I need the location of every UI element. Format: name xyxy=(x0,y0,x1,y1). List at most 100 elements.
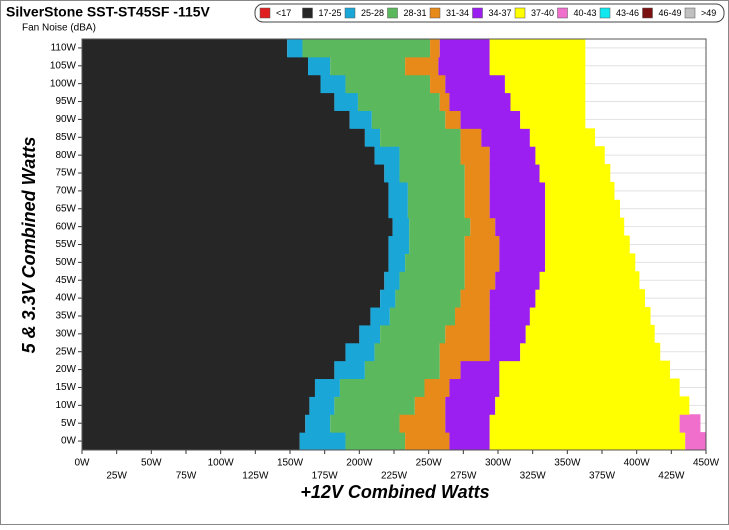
heat-cell xyxy=(388,181,408,201)
y-tick-label: 5W xyxy=(61,418,77,429)
heat-cell xyxy=(445,74,505,94)
chart-subtitle: Fan Noise (dBA) xyxy=(22,23,96,34)
x-tick-label: 350W xyxy=(554,458,581,469)
heat-cell xyxy=(439,360,461,380)
heat-cell xyxy=(370,307,390,326)
heat-cell xyxy=(545,253,636,272)
heat-cell xyxy=(520,342,661,362)
legend-swatch xyxy=(557,7,568,19)
heat-cell xyxy=(82,110,350,129)
heat-cell xyxy=(489,307,530,326)
heat-cell xyxy=(345,342,375,362)
heat-cell xyxy=(495,396,690,415)
x-tick-label: 50W xyxy=(141,458,162,469)
x-tick-label: 225W xyxy=(381,471,408,482)
heat-cell xyxy=(392,217,410,237)
heat-cell xyxy=(445,414,490,433)
heat-cell xyxy=(345,432,406,451)
heat-cell xyxy=(464,164,490,183)
y-tick-label: 85W xyxy=(55,132,76,143)
heat-cell xyxy=(499,378,680,397)
chart-title: SilverStone SST-ST45SF -115V xyxy=(6,4,211,20)
heat-cell xyxy=(82,307,371,326)
x-tick-label: 75W xyxy=(176,471,197,482)
heat-cell xyxy=(374,342,440,362)
heat-cell xyxy=(464,271,496,290)
heat-cell xyxy=(495,217,546,237)
heat-cell xyxy=(489,324,526,344)
heat-cell xyxy=(445,110,461,129)
legend-label: 37-40 xyxy=(531,8,554,18)
heat-cell xyxy=(464,235,500,254)
heat-cell xyxy=(345,74,431,94)
heat-cell xyxy=(388,199,408,219)
x-tick-label: 400W xyxy=(624,458,651,469)
heat-cell xyxy=(409,235,465,254)
heat-cell xyxy=(389,307,456,326)
heat-cell xyxy=(495,271,540,290)
heat-cell xyxy=(330,414,400,433)
heat-cell xyxy=(334,360,365,380)
heat-cell xyxy=(545,199,621,219)
x-tick-label: 450W xyxy=(693,458,720,469)
legend-label: <17 xyxy=(276,8,291,18)
x-tick-label: 125W xyxy=(242,471,269,482)
heat-cell xyxy=(679,414,701,433)
legend-label: 43-46 xyxy=(616,8,639,18)
y-tick-label: 15W xyxy=(55,382,76,393)
y-tick-label: 20W xyxy=(55,364,76,375)
heat-cell xyxy=(384,271,400,290)
heat-cell xyxy=(470,217,496,237)
legend-swatch xyxy=(387,7,398,19)
legend-swatch xyxy=(429,7,441,19)
heat-cell xyxy=(539,164,611,183)
heat-cell xyxy=(539,271,640,290)
legend-label: 46-49 xyxy=(659,8,682,18)
heat-cell xyxy=(374,146,400,165)
heat-cell xyxy=(82,199,389,219)
heat-cell xyxy=(545,181,615,201)
heat-cell xyxy=(489,289,536,308)
heat-cell xyxy=(82,324,360,344)
heat-cell xyxy=(299,432,346,451)
heat-cell xyxy=(414,396,446,415)
heat-cell xyxy=(364,128,381,147)
heat-cell xyxy=(499,360,670,380)
heat-cell xyxy=(384,164,400,183)
heat-cell xyxy=(529,128,596,147)
heat-cell xyxy=(445,324,490,344)
legend-swatch xyxy=(472,7,483,19)
x-tick-label: 325W xyxy=(520,471,547,482)
legend-label: 31-34 xyxy=(446,8,469,18)
heat-cell xyxy=(525,324,655,344)
x-tick-label: 300W xyxy=(485,458,512,469)
heat-cell xyxy=(430,74,446,94)
heat-cell xyxy=(449,432,490,451)
heat-cell xyxy=(439,342,490,362)
heat-cell xyxy=(520,110,586,129)
heat-cell xyxy=(305,414,331,433)
heat-cell xyxy=(395,289,461,308)
y-tick-label: 35W xyxy=(55,311,76,322)
heat-cell xyxy=(409,217,471,237)
heat-cell xyxy=(359,324,381,344)
heat-cell xyxy=(82,217,393,237)
heat-cell xyxy=(489,39,586,58)
x-tick-label: 150W xyxy=(277,458,304,469)
heat-cell xyxy=(464,253,500,272)
plot-border xyxy=(81,38,707,451)
heat-cell xyxy=(357,92,440,111)
heat-cell xyxy=(499,253,546,272)
y-tick-label: 30W xyxy=(55,328,76,339)
heat-cell xyxy=(82,271,385,290)
x-tick-label: 425W xyxy=(658,471,685,482)
y-tick-label: 0W xyxy=(61,436,77,447)
heat-cell xyxy=(82,39,288,58)
x-tick-label: 25W xyxy=(106,471,127,482)
y-axis-title: 5 & 3.3V Combined Watts xyxy=(19,137,39,354)
legend-swatch xyxy=(642,7,653,19)
heat-cell xyxy=(535,289,645,308)
y-tick-label: 10W xyxy=(55,400,76,411)
legend-swatch xyxy=(599,7,611,19)
